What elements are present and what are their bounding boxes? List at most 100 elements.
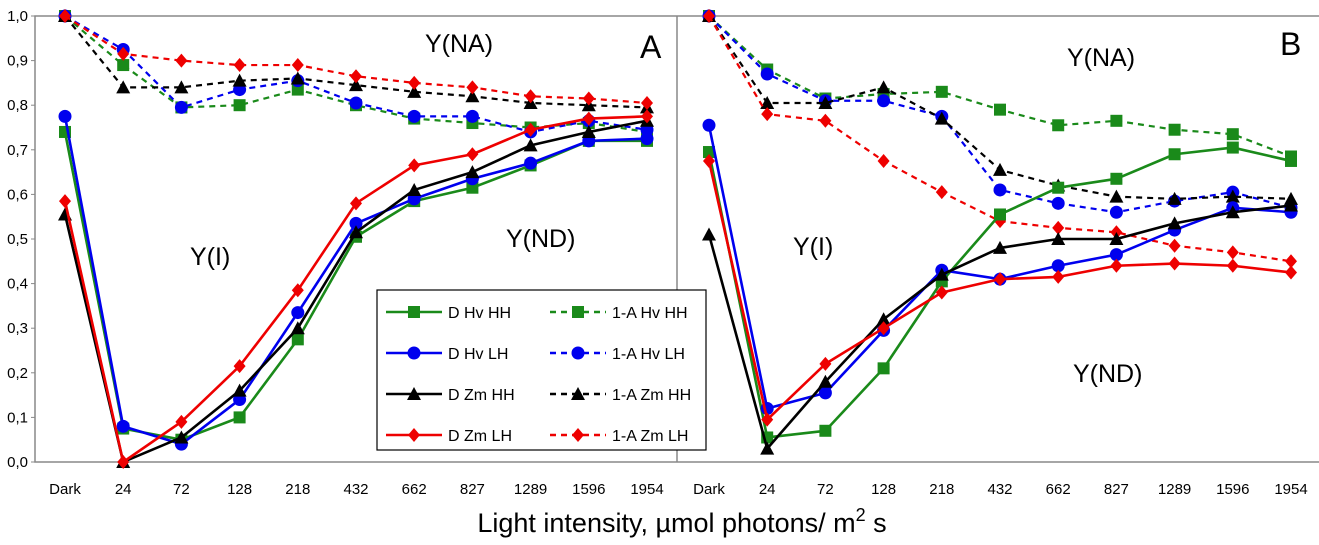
data-point — [1226, 258, 1239, 273]
data-point — [524, 156, 538, 170]
data-point — [1109, 248, 1123, 262]
data-point — [993, 162, 1007, 176]
y-tick-label: 0,8 — [7, 97, 28, 114]
legend-entry: D Hv HH — [386, 305, 511, 322]
data-point — [877, 321, 890, 336]
data-point — [994, 208, 1006, 221]
legend-label: D Hv LH — [448, 346, 508, 363]
y-tick-label: 0,1 — [7, 409, 28, 426]
y-tick-label: 0,9 — [7, 53, 28, 70]
data-point — [1167, 191, 1182, 205]
data-point — [349, 216, 363, 230]
data-point — [465, 109, 479, 123]
region-label: Y(NA) — [425, 30, 493, 58]
x-tick-label: 432 — [343, 481, 368, 498]
data-point — [818, 95, 833, 109]
x-tick-label: 1596 — [1216, 481, 1249, 498]
legend-label: 1-A Zm HH — [612, 387, 691, 404]
data-point — [877, 94, 891, 108]
data-point — [1285, 154, 1297, 167]
data-point — [233, 359, 246, 374]
data-point — [117, 46, 130, 61]
data-point — [349, 78, 363, 92]
legend-label: D Zm LH — [448, 428, 512, 445]
legend-label: 1-A Zm LH — [612, 428, 688, 445]
data-point — [466, 80, 479, 95]
x-tick-label: 128 — [871, 481, 896, 498]
data-point — [703, 146, 715, 159]
series-d-hv-hh — [703, 141, 1297, 444]
data-point — [1284, 198, 1298, 212]
series-line — [707, 160, 1292, 421]
data-point — [876, 312, 891, 326]
data-point — [1167, 216, 1182, 230]
x-axis-title-tail: s — [866, 508, 887, 538]
x-axis-title-sup: 2 — [856, 505, 866, 525]
x-tick-label: 662 — [402, 481, 427, 498]
data-point — [993, 183, 1007, 197]
x-tick-label: Dark — [693, 481, 725, 498]
x-tick-label: 1954 — [630, 481, 663, 498]
legend-marker — [408, 306, 420, 318]
data-point — [935, 285, 948, 300]
legend-marker — [407, 387, 421, 400]
data-point — [349, 96, 363, 110]
x-axis-title-main: Light intensity, µmol photons/ m — [477, 508, 855, 538]
data-point — [934, 267, 949, 281]
y-tick-label: 0,7 — [7, 142, 28, 159]
data-point — [1051, 259, 1065, 273]
data-point — [640, 132, 654, 146]
series-layer — [58, 9, 1298, 469]
legend: D Hv HH 1-A Hv HH D Hv LH 1-A Hv LH D Zm HH 1… — [376, 289, 707, 451]
data-point — [1109, 232, 1124, 245]
x-tick-label: 24 — [115, 481, 132, 498]
region-label: Y(I) — [793, 233, 833, 261]
data-point — [524, 89, 537, 104]
data-point — [1225, 205, 1240, 219]
data-point — [466, 181, 479, 194]
data-point — [581, 124, 596, 138]
y-tick-label: 0,6 — [7, 186, 28, 203]
data-point — [407, 182, 422, 196]
x-tick-label: 1289 — [514, 481, 547, 498]
x-tick-label: 72 — [173, 481, 190, 498]
x-tick-label: 827 — [460, 481, 485, 498]
series-1-a-zm-lh — [59, 9, 653, 110]
legend-label: D Hv HH — [448, 305, 511, 322]
legend-label: 1-A Hv HH — [612, 305, 688, 322]
data-point — [291, 83, 304, 96]
data-point — [1284, 191, 1298, 205]
data-point — [407, 109, 421, 123]
data-point — [1225, 189, 1240, 203]
data-point — [1168, 148, 1181, 161]
data-point — [761, 412, 774, 427]
data-point — [818, 374, 833, 388]
data-point — [59, 125, 71, 138]
x-tick-label: 827 — [1104, 481, 1129, 498]
data-point — [935, 185, 948, 200]
data-point — [582, 111, 595, 126]
data-point — [819, 424, 832, 437]
region-label: Y(I) — [190, 243, 230, 271]
series-line — [64, 15, 648, 109]
legend-marker — [407, 346, 421, 360]
data-point — [1109, 189, 1124, 203]
data-point — [116, 419, 130, 433]
data-point — [1052, 269, 1065, 284]
data-point — [349, 225, 363, 239]
data-point — [408, 75, 421, 90]
data-point — [703, 153, 715, 168]
data-point — [1168, 256, 1181, 271]
data-point — [877, 153, 890, 168]
x-tick-label: Dark — [49, 481, 81, 498]
data-point — [1052, 181, 1065, 194]
data-point — [524, 122, 537, 137]
data-point — [1226, 128, 1239, 141]
data-point — [232, 73, 247, 87]
data-point — [1285, 265, 1297, 280]
x-tick-label: 218 — [285, 481, 310, 498]
x-axis-title: Light intensity, µmol photons/ m2 s — [477, 505, 886, 538]
series-d-zm-lh — [703, 153, 1297, 427]
data-point — [702, 118, 716, 132]
legend-marker — [571, 346, 585, 360]
